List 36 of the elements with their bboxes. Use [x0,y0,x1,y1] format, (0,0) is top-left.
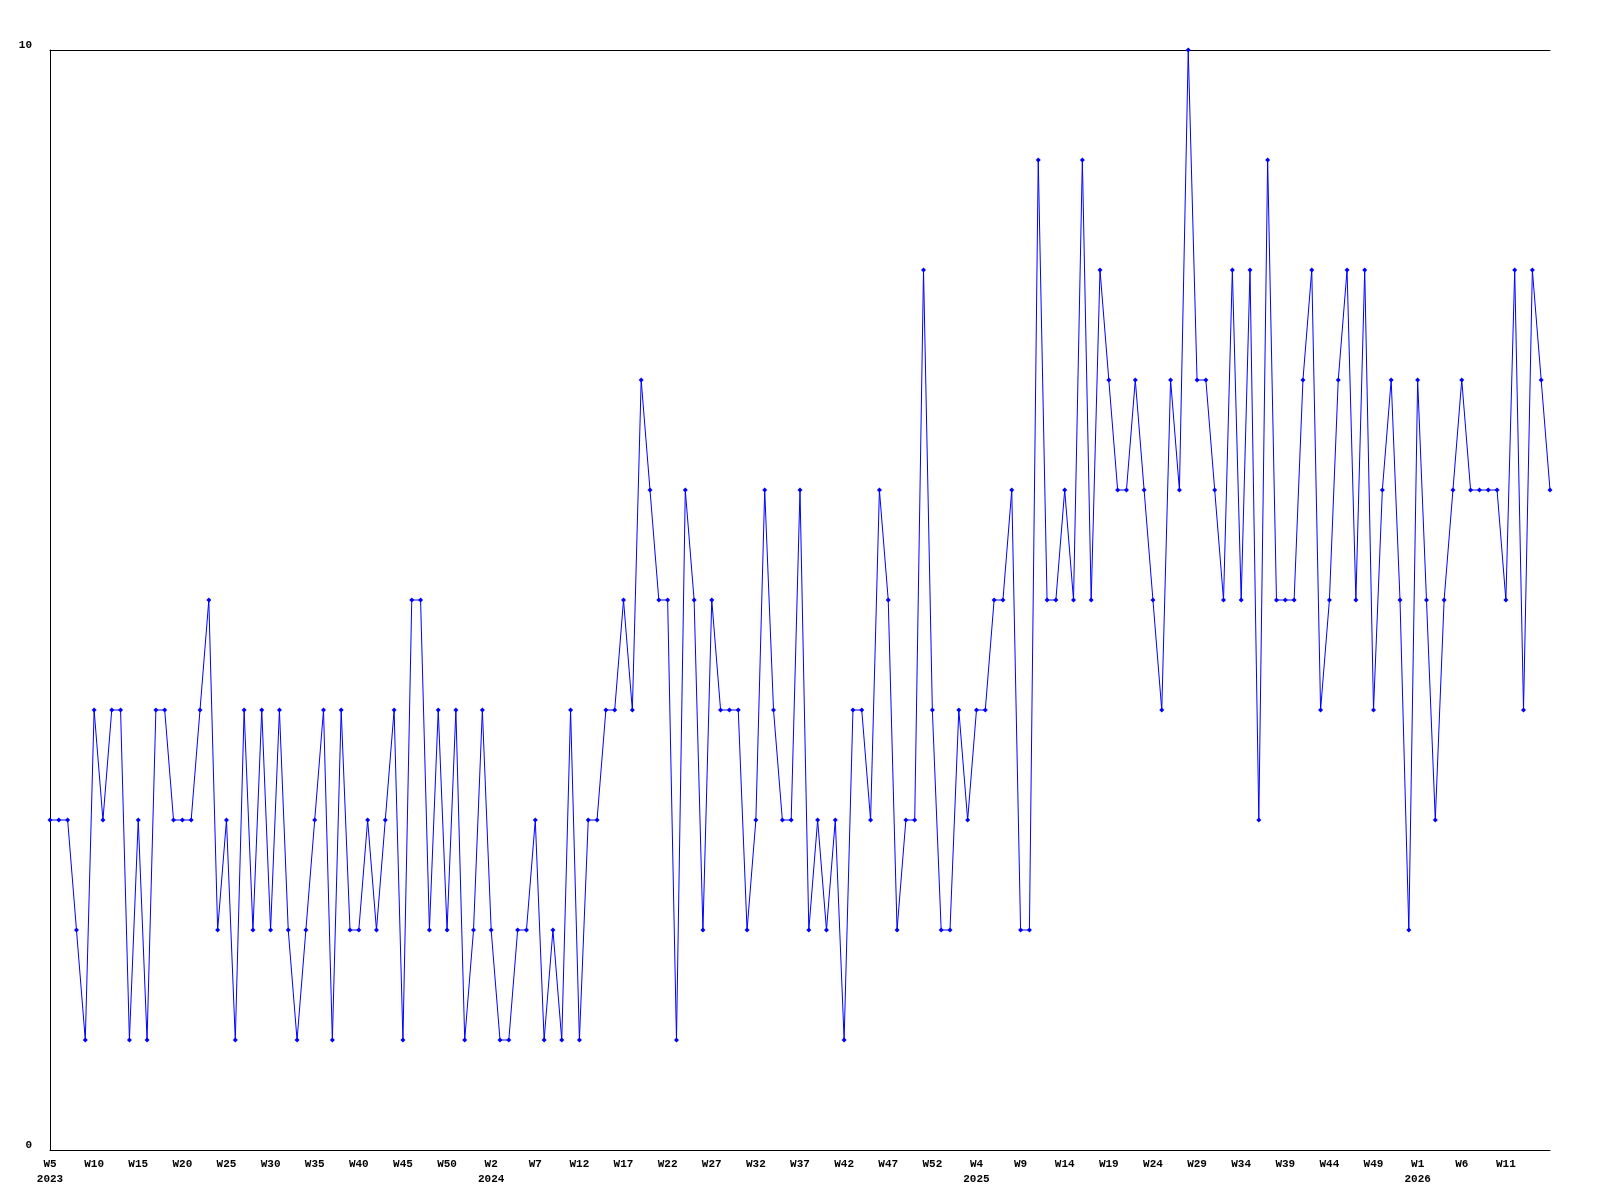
x-tick-label: W15 [128,1157,149,1170]
x-tick-label: W7 [528,1157,542,1170]
x-tick-label: W40 [348,1157,369,1170]
x-tick-label: W1 2026 [1404,1157,1431,1185]
x-tick-label: W34 [1231,1157,1252,1170]
x-tick-label: W42 [834,1157,855,1170]
x-tick-label: W24 [1143,1157,1164,1170]
x-tick-label: W2 2024 [477,1157,505,1185]
x-tick-label: W25 [216,1157,237,1170]
x-tick-label: W50 [437,1157,457,1170]
x-tick-label: W35 [304,1157,325,1170]
x-tick-label: W37 [790,1157,810,1170]
x-tick-label: W52 [922,1157,943,1170]
y-tick-label: 10 [18,38,32,51]
x-tick-label: W14 [1054,1157,1075,1170]
x-tick-label: W10 [84,1157,105,1170]
x-tick-label: W27 [701,1157,722,1170]
y-tick-label: 0 [25,1138,32,1151]
x-tick-label: W22 [657,1157,678,1170]
x-tick-label: W49 [1363,1157,1384,1170]
x-tick-label: W4 2025 [963,1157,991,1185]
x-tick-label: W32 [745,1157,766,1170]
x-tick-label: W29 [1187,1157,1207,1170]
x-tick-label: W30 [260,1157,281,1170]
x-tick-label: W47 [878,1157,899,1170]
x-tick-label: W39 [1275,1157,1296,1170]
x-tick-label: W5 2023 [36,1157,64,1185]
x-tick-label: W6 [1455,1157,1469,1170]
x-tick-label: W11 [1495,1157,1517,1170]
x-tick-label: W45 [393,1157,414,1170]
x-tick-label: W9 [1013,1157,1028,1170]
x-tick-label: W17 [613,1157,634,1170]
x-tick-label: W44 [1319,1157,1340,1170]
x-tick-label: W12 [569,1157,590,1170]
x-tick-label: W20 [172,1157,193,1170]
x-tick-label: W19 [1098,1157,1119,1170]
